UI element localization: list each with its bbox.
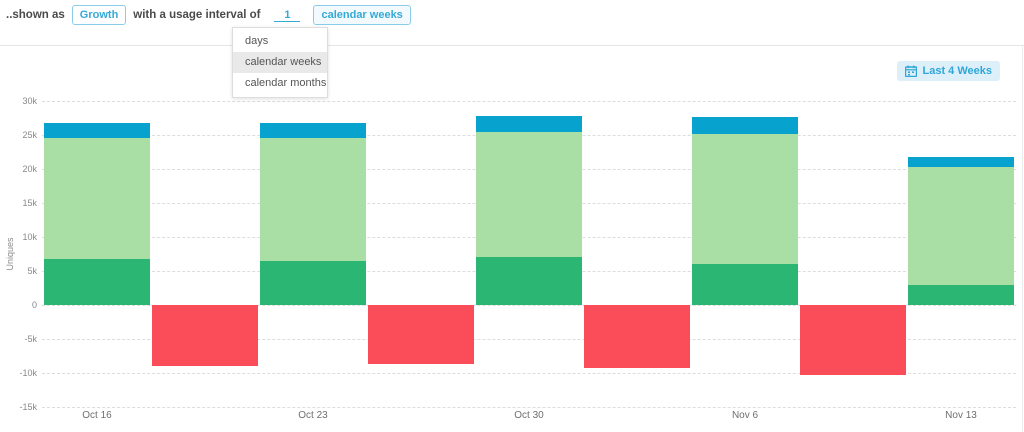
light-green-middle-segment-bar[interactable] (260, 137, 366, 262)
gridline (42, 101, 1016, 102)
y-axis-tick-label: 30k (22, 96, 37, 106)
blue-top-segment-bar[interactable] (476, 115, 582, 133)
y-axis-tick-label: -5k (24, 334, 37, 344)
y-axis-tick-label: 0 (31, 300, 37, 310)
gridline (42, 373, 1016, 374)
y-axis-tick-label: 5k (27, 266, 37, 276)
date-range-button-label: Last 4 Weeks (922, 65, 992, 77)
blue-top-segment-bar[interactable] (908, 157, 1014, 167)
y-axis-tick-label: 20k (22, 164, 37, 174)
dropdown-item-calendar-weeks[interactable]: calendar weeks (233, 52, 327, 73)
gridline (42, 407, 1016, 408)
controls-row: ..shown as Growth with a usage interval … (6, 4, 418, 26)
shown-as-label: ..shown as (6, 9, 65, 21)
red-negative-segment-bar[interactable] (368, 305, 474, 365)
y-axis-tick-label: 10k (22, 232, 37, 242)
y-axis-tick-label: -10k (19, 368, 37, 378)
light-green-middle-segment-bar[interactable] (476, 132, 582, 258)
dropdown-item-days[interactable]: days (245, 35, 269, 47)
light-green-middle-segment-bar[interactable] (908, 166, 1014, 286)
x-axis-tick-label: Nov 13 (945, 410, 977, 421)
gridline (42, 339, 1016, 340)
blue-top-segment-bar[interactable] (44, 123, 150, 139)
interval-unit-button[interactable]: calendar weeks (313, 5, 411, 25)
x-axis-tick-label: Nov 6 (731, 410, 759, 421)
dark-green-bottom-segment-bar[interactable] (260, 261, 366, 305)
dark-green-bottom-segment-bar[interactable] (908, 285, 1014, 305)
red-negative-segment-bar[interactable] (800, 305, 906, 376)
light-green-middle-segment-bar[interactable] (692, 134, 798, 265)
light-green-middle-segment-bar[interactable] (44, 138, 150, 259)
dropdown-item-calendar-months[interactable]: calendar months (245, 77, 327, 89)
dark-green-bottom-segment-bar[interactable] (476, 257, 582, 305)
chart-plot: 30k 25k 20k 15k 10k 5k 0 -5k -10k -15k Oct 16 Oct 2… (0, 46, 1022, 432)
y-axis-tick-label: -15k (19, 402, 37, 412)
y-axis-tick-label: 15k (22, 198, 37, 208)
chart-controls-bar: ..shown as Growth with a usage interval … (0, 0, 1024, 46)
x-axis-tick-label: Oct 30 (514, 410, 544, 421)
usage-interval-label: with a usage interval of (133, 9, 261, 21)
blue-top-segment-bar[interactable] (692, 117, 798, 135)
chart-panel: Last 4 Weeks Uniques 30k 25k 20k 15k 10k 5k 0-… (0, 46, 1023, 432)
red-negative-segment-bar[interactable] (584, 305, 690, 368)
x-axis-tick-label: Oct 23 (298, 410, 328, 421)
gridline (42, 305, 1016, 306)
date-range-button[interactable]: Last 4 Weeks (897, 61, 1000, 81)
dark-green-bottom-segment-bar[interactable] (692, 264, 798, 305)
y-axis-tick-label: 25k (22, 130, 37, 140)
red-negative-segment-bar[interactable] (152, 305, 258, 367)
growth-metric-button[interactable]: Growth (71, 5, 127, 25)
dark-green-bottom-segment-bar[interactable] (44, 258, 150, 305)
calendar-icon (905, 65, 918, 77)
x-axis-tick-label: Oct 16 (82, 410, 112, 421)
blue-top-segment-bar[interactable] (260, 122, 366, 138)
interval-value-input[interactable] (274, 8, 301, 22)
interval-unit-dropdown: days calendar weeks calendar months (232, 27, 328, 98)
